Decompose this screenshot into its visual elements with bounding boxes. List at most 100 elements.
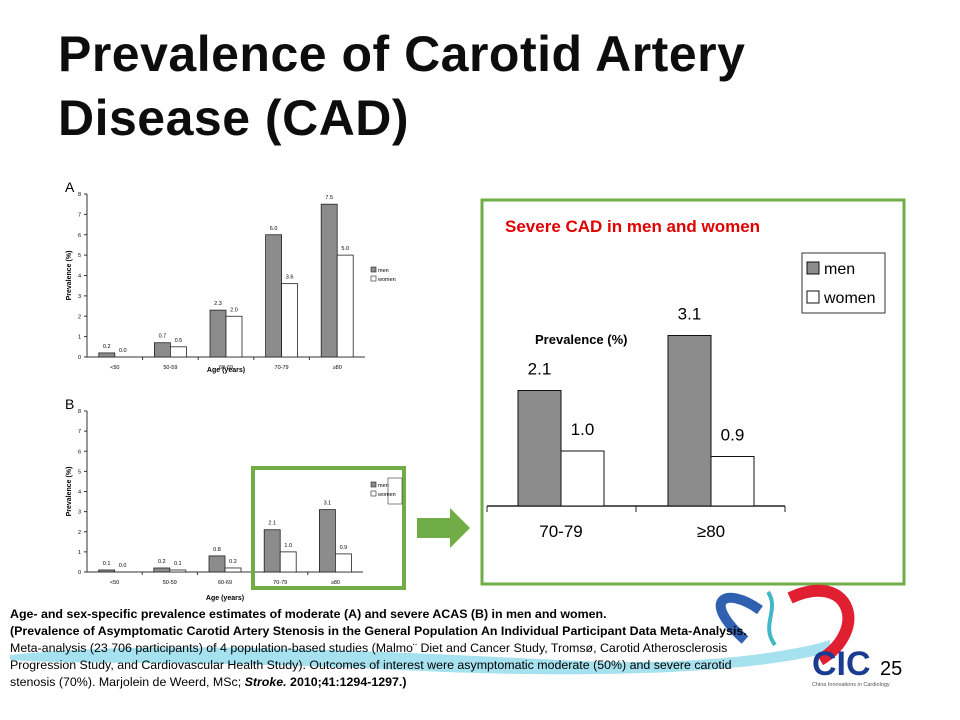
bar-women xyxy=(281,283,299,358)
x-tick-label: 50-59 xyxy=(163,580,177,586)
x-tick-label: 50-59 xyxy=(163,365,177,371)
x-axis-label: Age (years) xyxy=(207,367,245,374)
data-label: 2.0 xyxy=(230,307,238,313)
legend-box-b xyxy=(387,477,403,505)
y-tick-label: 7 xyxy=(78,212,81,218)
y-tick-label: 0 xyxy=(78,355,81,361)
bar-men xyxy=(263,529,281,573)
caption: Age- and sex-specific prevalence estimat… xyxy=(10,606,910,691)
chart-title: Severe CAD in men and women xyxy=(505,217,760,236)
x-tick-label: ≥80 xyxy=(333,365,342,371)
y-axis-label: Prevalence (%) xyxy=(535,332,628,347)
title-line-2: Disease (CAD) xyxy=(58,90,410,146)
legend-swatch xyxy=(370,490,377,497)
data-label: 0.2 xyxy=(158,559,166,565)
logo-heart-right xyxy=(787,584,855,666)
data-label: 2.3 xyxy=(214,301,222,307)
legend-label: men xyxy=(824,261,855,278)
data-label: 1.0 xyxy=(284,543,292,549)
y-tick-label: 8 xyxy=(78,409,81,415)
bar-women xyxy=(169,346,187,358)
data-label: 7.5 xyxy=(325,195,333,201)
data-label: 5.0 xyxy=(341,246,349,252)
legend-label: men xyxy=(378,268,389,274)
caption-line-3: Meta-analysis (23 706 participants) of 4… xyxy=(10,641,728,655)
logo-heart-left xyxy=(715,592,763,644)
data-label: 0.1 xyxy=(174,561,182,567)
y-tick-label: 2 xyxy=(78,530,81,536)
data-label: 0.5 xyxy=(175,338,183,344)
data-label: 0.0 xyxy=(119,348,127,354)
bar-women xyxy=(225,315,243,358)
x-tick-label: 70-79 xyxy=(539,522,582,541)
panel-label: A xyxy=(65,179,75,195)
legend-swatch xyxy=(806,290,820,304)
bar-men xyxy=(265,234,283,358)
y-tick-label: 7 xyxy=(78,429,81,435)
caption-line-5: stenosis (70%). Marjolein de Weerd, MSc; xyxy=(10,675,245,689)
data-label: 0.2 xyxy=(103,344,111,350)
y-tick-label: 4 xyxy=(78,274,81,280)
data-label: 0.2 xyxy=(229,559,237,565)
data-label: 0.9 xyxy=(721,426,745,445)
y-axis-label: Prevalence (%) xyxy=(66,251,73,301)
data-label: 2.1 xyxy=(268,521,276,527)
y-axis-label: Prevalence (%) xyxy=(66,467,73,517)
logo-subtext: China Innovations in Cardiology xyxy=(812,682,890,688)
legend-swatch xyxy=(370,481,377,488)
bar-women xyxy=(560,450,605,507)
x-tick-label: 60-69 xyxy=(218,580,232,586)
page-number: 25 xyxy=(880,658,903,680)
bar-men xyxy=(208,555,226,573)
bar-men xyxy=(517,390,562,507)
data-label: 6.0 xyxy=(270,226,278,232)
y-tick-label: 2 xyxy=(78,314,81,320)
data-label: 2.1 xyxy=(528,360,552,379)
caption-line-4: Progression Study, and Cardiovascular He… xyxy=(10,658,732,672)
y-tick-label: 3 xyxy=(78,294,81,300)
data-label: 0.1 xyxy=(103,561,111,567)
x-axis-label: Age (years) xyxy=(206,595,244,602)
legend-label: men xyxy=(378,483,389,489)
arrow-right-icon xyxy=(417,508,470,548)
bar-men xyxy=(98,352,116,358)
data-label: 3.6 xyxy=(286,275,294,281)
y-tick-label: 6 xyxy=(78,449,81,455)
bar-women xyxy=(334,553,352,573)
data-label: 3.1 xyxy=(324,501,332,507)
y-tick-label: 3 xyxy=(78,510,81,516)
x-tick-label: <50 xyxy=(110,580,119,586)
data-label: 0.0 xyxy=(119,563,127,569)
x-tick-label: 70-79 xyxy=(273,580,287,586)
legend-swatch xyxy=(370,266,377,273)
data-label: 1.0 xyxy=(571,420,595,439)
y-tick-label: 0 xyxy=(78,570,81,576)
bar-men xyxy=(209,309,227,358)
bar-women xyxy=(169,569,187,573)
x-tick-label: 70-79 xyxy=(275,365,289,371)
x-tick-label: ≥80 xyxy=(697,522,725,541)
caption-line-2: (Prevalence of Asymptomatic Carotid Arte… xyxy=(10,624,747,638)
bar-men xyxy=(667,335,712,507)
data-label: 0.8 xyxy=(213,547,221,553)
journal-name: Stroke. xyxy=(244,675,287,689)
y-tick-label: 1 xyxy=(78,550,81,556)
bar-men xyxy=(153,567,171,573)
y-tick-label: 4 xyxy=(78,490,81,496)
panel-label: B xyxy=(65,396,74,412)
legend-swatch xyxy=(370,275,377,282)
x-tick-label: 60-69 xyxy=(219,365,233,371)
caption-line-1: Age- and sex-specific prevalence estimat… xyxy=(10,607,607,621)
bar-women xyxy=(336,254,354,358)
title-line-1: Prevalence of Carotid Artery xyxy=(58,26,746,82)
legend-label: women xyxy=(823,290,876,307)
data-label: 3.1 xyxy=(678,305,702,324)
y-tick-label: 8 xyxy=(78,192,81,198)
y-tick-label: 6 xyxy=(78,233,81,239)
y-tick-label: 5 xyxy=(78,469,81,475)
data-label: 0.9 xyxy=(340,545,348,551)
logo-ribbon xyxy=(766,590,777,647)
bar-women xyxy=(224,567,242,573)
